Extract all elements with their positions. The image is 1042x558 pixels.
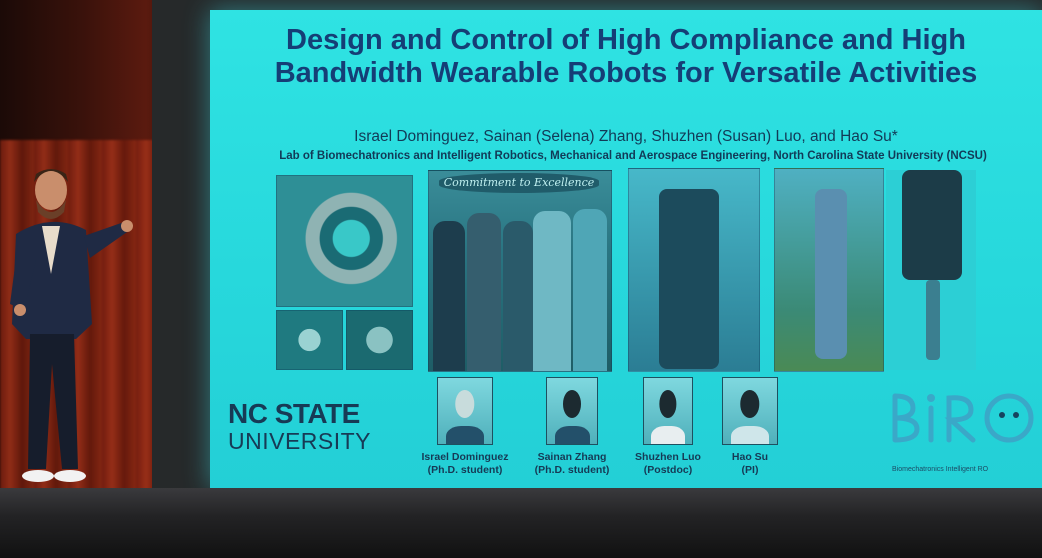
- user-figure: [815, 189, 847, 359]
- author-list: Israel Dominguez, Sainan (Selena) Zhang,…: [354, 128, 898, 145]
- leg-figure: [902, 170, 962, 280]
- biro-lab-logo: [892, 393, 1034, 443]
- ncstate-logo-line-1: NC STATE: [228, 398, 360, 429]
- member-role: (Postdoc): [643, 464, 693, 476]
- biro-logo-caption: Biomechatronics Intelligent RO: [892, 466, 989, 473]
- member-role: (Ph.D. student): [534, 464, 610, 476]
- slide-title-line-2: Bandwidth Wearable Robots for Versatile …: [274, 57, 978, 89]
- prosthesis-figure: [926, 280, 940, 360]
- member-photo: [546, 377, 598, 445]
- member-card: Hao Su (PI): [710, 377, 790, 477]
- motor-detail-photo-1: [276, 310, 343, 370]
- member-name: Shuzhen Luo: [635, 451, 701, 463]
- member-photo: [722, 377, 778, 445]
- member-name: Hao Su: [731, 451, 769, 463]
- motor-detail-photo-2: [346, 310, 413, 370]
- team-person: [433, 221, 465, 371]
- team-banner: Commitment to Excellence: [439, 173, 599, 193]
- member-photo: [437, 377, 493, 445]
- slide-title: Design and Control of High Compliance an…: [210, 24, 1042, 90]
- presenter: [10, 169, 133, 482]
- member-card: Shuzhen Luo (Postdoc): [620, 377, 716, 477]
- prosthetic-leg-photo: [886, 170, 976, 370]
- presentation-slide: Design and Control of High Compliance an…: [210, 10, 1042, 488]
- ncstate-logo: NC STATE UNIVERSITY: [228, 398, 372, 455]
- team-person: [503, 221, 533, 371]
- member-role: (Ph.D. student): [427, 464, 503, 476]
- team-photo: Commitment to Excellence: [428, 170, 612, 372]
- team-person: [533, 211, 571, 371]
- user-figure: [659, 189, 719, 369]
- affiliation: Lab of Biomechatronics and Intelligent R…: [279, 150, 987, 162]
- member-photo: [643, 377, 693, 445]
- stage-floor: [0, 488, 1042, 558]
- back-exoskeleton-photo: [628, 168, 760, 372]
- ncstate-logo-line-2: UNIVERSITY: [228, 428, 372, 454]
- member-role: (PI): [741, 464, 759, 476]
- member-name: Israel Dominguez: [421, 451, 509, 463]
- hip-exoskeleton-walking-photo: [774, 168, 884, 372]
- member-card: Sainan Zhang (Ph.D. student): [522, 377, 622, 477]
- motor-photo: [276, 175, 413, 307]
- team-person: [467, 213, 501, 371]
- member-card: Israel Dominguez (Ph.D. student): [406, 377, 524, 477]
- slide-title-line-1: Design and Control of High Compliance an…: [286, 24, 966, 56]
- team-person: [573, 209, 607, 371]
- member-name: Sainan Zhang: [537, 451, 607, 463]
